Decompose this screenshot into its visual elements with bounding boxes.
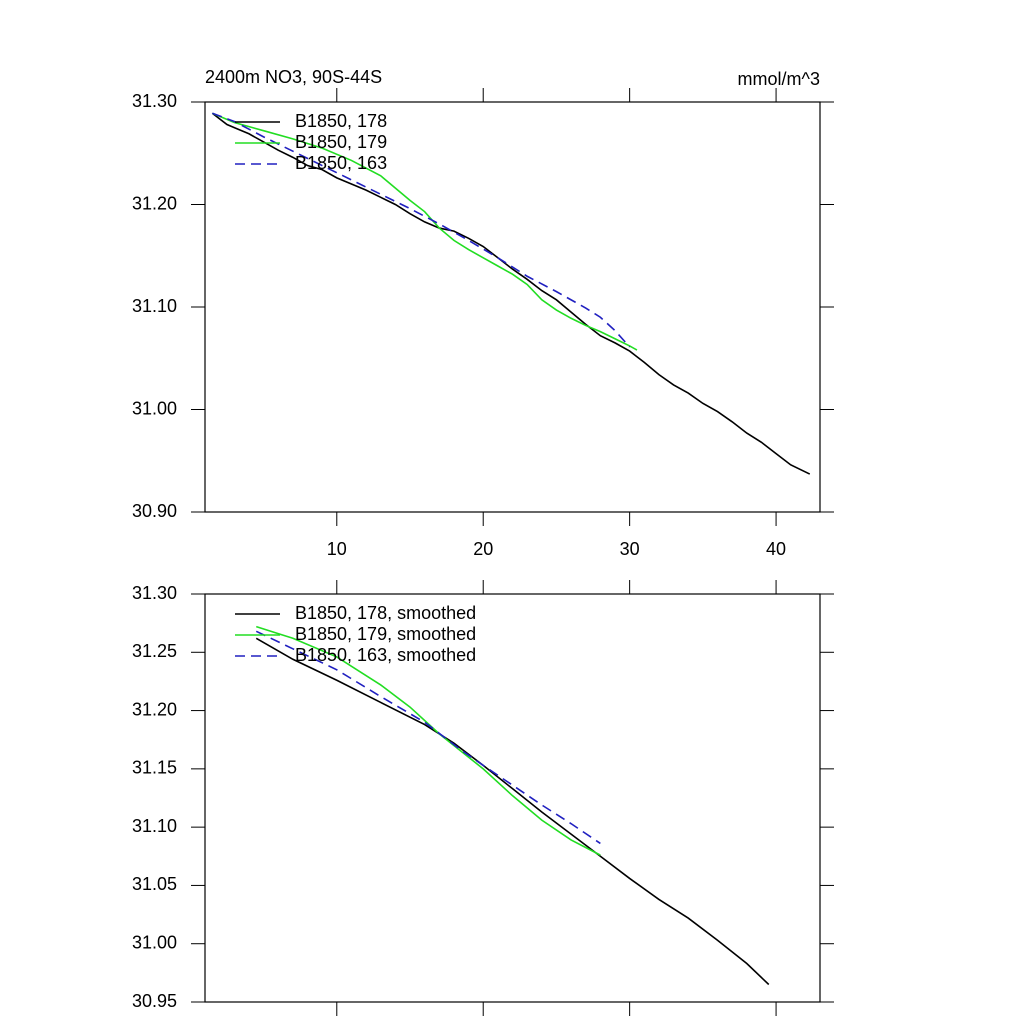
y-tick-label: 30.95 xyxy=(132,991,177,1011)
y-tick-label: 31.20 xyxy=(132,193,177,213)
y-tick-label: 31.00 xyxy=(132,398,177,418)
units-label: mmol/m^3 xyxy=(738,69,820,89)
x-tick-label: 30 xyxy=(620,539,640,559)
y-tick-label: 31.30 xyxy=(132,583,177,603)
x-tick-label: 40 xyxy=(766,539,786,559)
y-tick-label: 31.10 xyxy=(132,816,177,836)
y-tick-label: 31.05 xyxy=(132,874,177,894)
y-tick-label: 31.10 xyxy=(132,296,177,316)
chart-title: 2400m NO3, 90S-44S xyxy=(205,67,382,87)
y-tick-label: 31.30 xyxy=(132,91,177,111)
y-tick-label: 31.00 xyxy=(132,932,177,952)
y-tick-label: 31.25 xyxy=(132,641,177,661)
x-tick-label: 20 xyxy=(473,539,493,559)
data-line xyxy=(212,112,638,351)
y-tick-label: 31.20 xyxy=(132,699,177,719)
legend-label: B1850, 179, smoothed xyxy=(295,624,476,644)
data-line xyxy=(255,630,601,845)
legend-label: B1850, 163, smoothed xyxy=(295,645,476,665)
y-tick-label: 31.15 xyxy=(132,758,177,778)
legend-label: B1850, 163 xyxy=(295,153,387,173)
legend-label: B1850, 178 xyxy=(295,111,387,131)
data-line xyxy=(255,637,770,986)
data-line xyxy=(211,112,811,475)
y-tick-label: 30.90 xyxy=(132,501,177,521)
legend-label: B1850, 178, smoothed xyxy=(295,603,476,623)
x-tick-label: 10 xyxy=(327,539,347,559)
plot-frame xyxy=(204,593,821,1003)
legend-label: B1850, 179 xyxy=(295,132,387,152)
